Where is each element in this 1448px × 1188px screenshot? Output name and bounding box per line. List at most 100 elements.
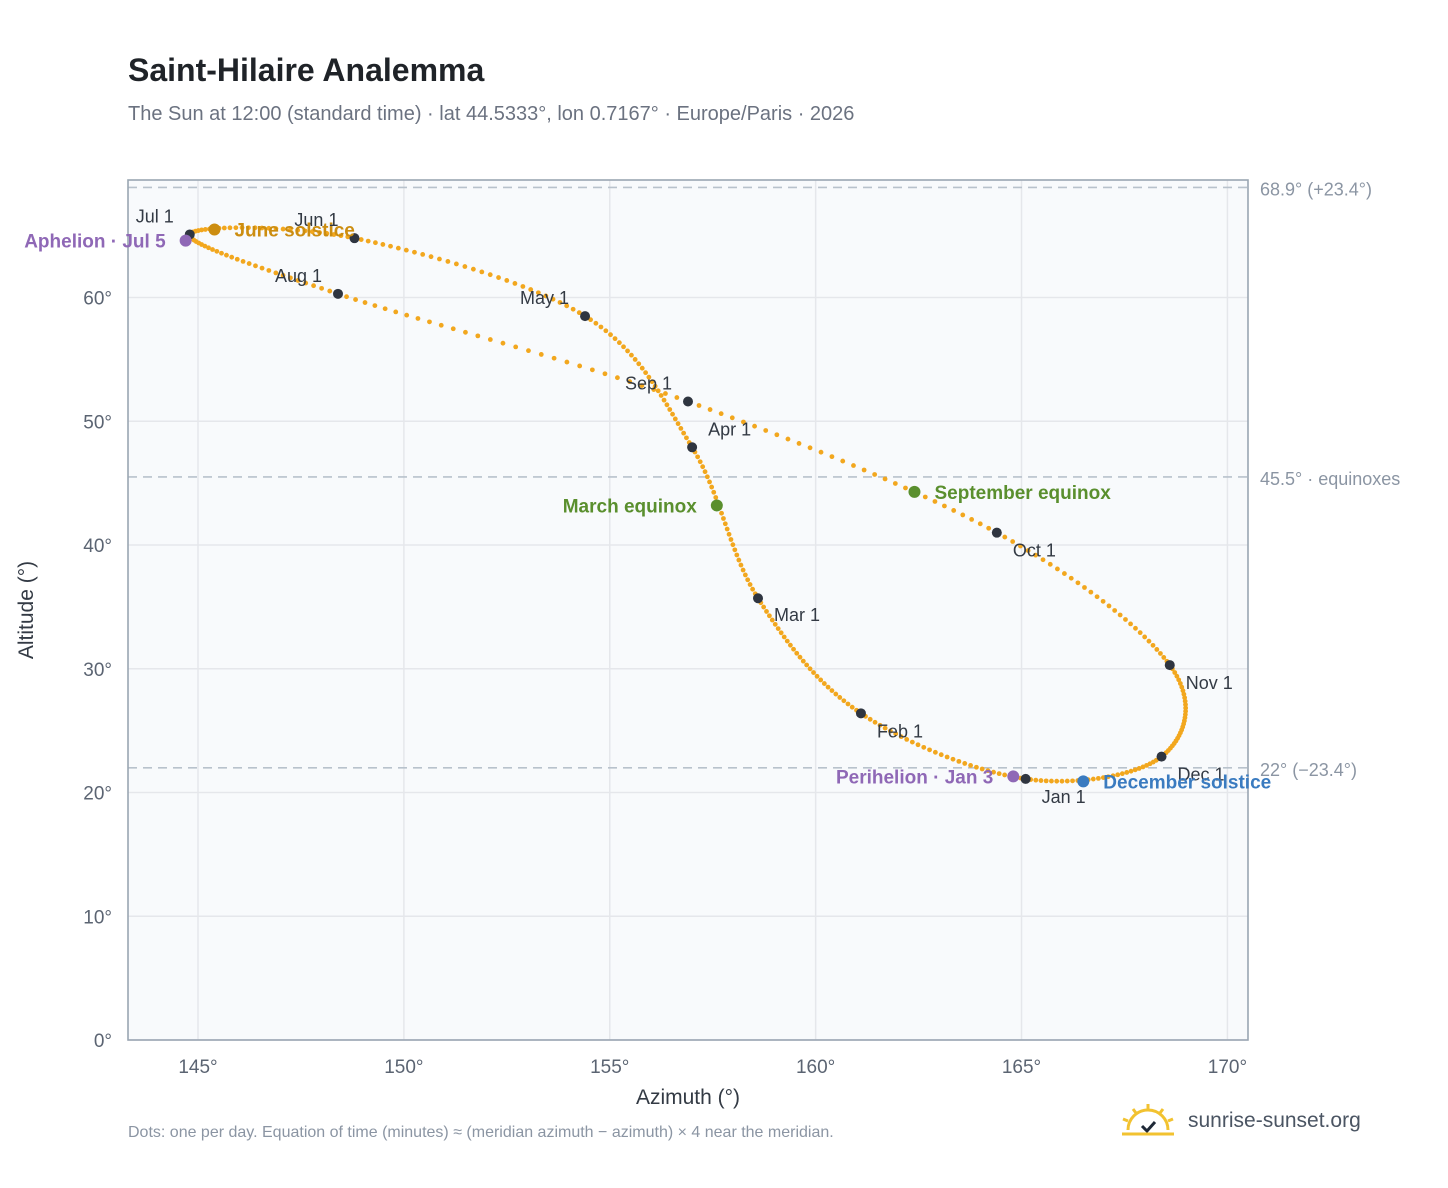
daily-dot <box>821 681 827 686</box>
daily-dot <box>996 771 1002 777</box>
daily-dot <box>234 256 240 262</box>
event-label: Aphelion · Jul 5 <box>24 232 166 253</box>
daily-dot <box>280 226 286 232</box>
daily-dot <box>841 698 847 704</box>
daily-dot <box>324 231 330 236</box>
daily-dot <box>898 734 904 740</box>
daily-dot <box>428 254 434 260</box>
daily-dot <box>412 249 417 255</box>
month-label: Dec 1 <box>1178 765 1225 785</box>
daily-dot <box>1033 552 1039 558</box>
daily-dot <box>658 393 664 398</box>
daily-dot <box>730 542 736 548</box>
daily-dot <box>861 467 867 473</box>
month-marker <box>683 396 693 407</box>
daily-dot <box>1128 621 1133 627</box>
daily-dot <box>849 704 855 710</box>
daily-dot <box>395 245 401 251</box>
y-tick-label: 10° <box>83 907 112 928</box>
daily-dot <box>893 731 899 737</box>
daily-dot <box>764 609 769 614</box>
brand[interactable]: sunrise-sunset.org <box>1120 1104 1361 1138</box>
daily-dot <box>1082 585 1087 590</box>
y-axis-label: Altitude (°) <box>15 561 38 659</box>
daily-dot <box>627 379 633 385</box>
daily-dot <box>1002 534 1008 540</box>
daily-dot <box>227 225 233 231</box>
daily-dot <box>785 436 791 442</box>
daily-dot <box>811 670 816 675</box>
daily-dot <box>403 247 409 253</box>
daily-dot <box>942 503 947 509</box>
daily-dot <box>538 352 544 357</box>
daily-dot <box>956 758 962 764</box>
daily-dot <box>273 270 279 276</box>
daily-dot <box>1040 557 1046 563</box>
daily-dot <box>766 613 772 619</box>
daily-dot <box>1150 642 1156 648</box>
daily-dot <box>872 719 878 725</box>
daily-dot <box>663 391 668 396</box>
daily-dot <box>804 662 810 668</box>
event-label: September equinox <box>934 483 1111 504</box>
daily-dot <box>681 430 687 436</box>
daily-dot <box>564 303 570 309</box>
daily-dot <box>526 348 531 354</box>
reference-line-label: 45.5° · equinoxes <box>1260 469 1400 489</box>
daily-dot <box>427 319 432 325</box>
daily-dot <box>639 365 645 371</box>
daily-dot <box>667 407 673 412</box>
x-tick-label: 160° <box>796 1057 835 1078</box>
daily-dot <box>632 357 638 362</box>
daily-dot <box>302 228 308 234</box>
daily-dot <box>202 227 208 232</box>
daily-dot <box>807 445 813 451</box>
daily-dot <box>224 252 229 258</box>
event-marker <box>1077 775 1090 788</box>
daily-dot <box>1106 603 1112 609</box>
daily-dot <box>415 316 421 321</box>
daily-dot <box>709 484 715 490</box>
daily-dot <box>543 293 549 299</box>
event-label: March equinox <box>563 496 698 517</box>
daily-dot <box>851 463 856 468</box>
daily-dot <box>382 306 388 312</box>
daily-dot <box>818 677 824 683</box>
daily-dot <box>1090 776 1096 782</box>
daily-dot <box>615 375 620 381</box>
daily-dot <box>1068 575 1074 581</box>
daily-dot <box>233 225 239 231</box>
daily-dot <box>358 237 364 242</box>
daily-dot <box>781 634 787 640</box>
daily-dot <box>206 245 211 251</box>
daily-dot <box>944 754 950 760</box>
daily-dot <box>309 229 315 235</box>
daily-dot <box>463 329 468 335</box>
daily-dot <box>570 306 576 312</box>
month-label: Oct 1 <box>1013 541 1056 561</box>
y-tick-label: 30° <box>83 660 112 681</box>
daily-dot <box>625 348 630 354</box>
daily-dot <box>951 508 957 513</box>
daily-dot <box>557 300 563 305</box>
daily-dot <box>246 225 251 231</box>
reference-line-label: 22° (−23.4°) <box>1260 760 1357 780</box>
daily-dot <box>1033 777 1039 783</box>
daily-dot <box>818 449 824 455</box>
daily-dot <box>1128 768 1134 774</box>
y-tick-label: 60° <box>83 289 112 310</box>
daily-dot <box>661 397 667 403</box>
daily-dot <box>700 464 706 470</box>
daily-dot <box>655 388 661 394</box>
daily-dot <box>747 582 753 587</box>
daily-dot <box>1146 638 1152 644</box>
daily-dot <box>470 266 476 272</box>
daily-dot <box>353 297 358 302</box>
daily-dot <box>1174 673 1180 679</box>
daily-dot <box>845 701 851 707</box>
daily-dot <box>969 516 975 522</box>
daily-dot <box>1119 771 1125 777</box>
daily-dot <box>500 340 506 346</box>
daily-dot <box>750 586 756 592</box>
daily-dot <box>1088 589 1094 595</box>
